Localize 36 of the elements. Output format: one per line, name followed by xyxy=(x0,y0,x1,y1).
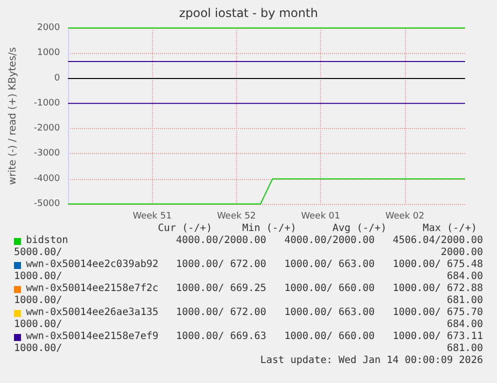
y-tick-label: 0 xyxy=(54,73,60,84)
text: 5000.00/ xyxy=(14,247,62,259)
text: Cur (-/+) Min (-/+) Avg (-/+) Max (-/+) xyxy=(158,223,477,235)
text: 684.00 xyxy=(446,319,483,331)
text: Last update: Wed Jan 14 00:00:09 2026 xyxy=(260,355,483,367)
legend-label: wwn-0x50014ee26ae3a135 xyxy=(26,307,158,319)
legend-label: wwn-0x50014ee2c039ab92 xyxy=(26,259,158,271)
text: 4000.00/2000.00 4000.00/2000.00 4506.04/2000.00 xyxy=(176,235,483,247)
x-tick-label: Week 52 xyxy=(216,212,256,222)
legend-label: wwn-0x50014ee2158e7f2c xyxy=(26,283,158,295)
text: 681.00 xyxy=(446,343,483,355)
x-tick-label: Week 02 xyxy=(385,212,424,222)
text: 1000.00/ xyxy=(14,319,62,331)
text: 681.00 xyxy=(446,295,483,307)
text: 684.00 xyxy=(446,271,483,283)
text: 1000.00/ 672.00 1000.00/ 663.00 1000.00/ 675.48 xyxy=(176,259,483,271)
y-tick-label: -4000 xyxy=(34,174,60,184)
y-tick-label: 1000 xyxy=(37,48,60,58)
y-tick-label: -5000 xyxy=(34,199,60,209)
y-axis-title: write (-) / read (+) KBytes/s xyxy=(8,47,18,185)
text: 1000.00/ xyxy=(14,295,62,307)
y-tick-label: -3000 xyxy=(34,148,60,159)
text: 1000.00/ xyxy=(14,271,62,283)
legend-label: wwn-0x50014ee2158e7ef9 xyxy=(26,331,158,343)
text: 1000.00/ 669.63 1000.00/ 660.00 1000.00/ 673.11 xyxy=(176,331,483,343)
y-tick-label: 2000 xyxy=(37,23,60,33)
legend-label: bidston xyxy=(26,235,68,247)
chart-title: zpool iostat - by month xyxy=(179,6,318,20)
text: 1000.00/ xyxy=(14,343,62,355)
text: 2000.00 xyxy=(440,247,483,259)
text: 1000.00/ 672.00 1000.00/ 663.00 1000.00/ 675.70 xyxy=(176,307,483,319)
y-tick-label: -2000 xyxy=(34,124,60,134)
x-tick-label: Week 51 xyxy=(132,212,172,222)
text: 1000.00/ 669.25 1000.00/ 660.00 1000.00/ 672.88 xyxy=(176,283,483,295)
y-tick-label: -1000 xyxy=(34,98,60,108)
x-tick-label: Week 01 xyxy=(301,212,340,222)
